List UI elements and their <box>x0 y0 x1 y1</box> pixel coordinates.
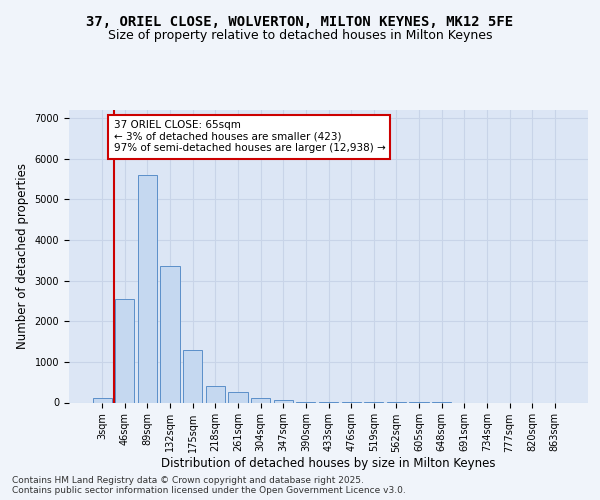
Text: 37 ORIEL CLOSE: 65sqm
← 3% of detached houses are smaller (423)
97% of semi-deta: 37 ORIEL CLOSE: 65sqm ← 3% of detached h… <box>113 120 385 154</box>
Y-axis label: Number of detached properties: Number of detached properties <box>16 163 29 349</box>
Bar <box>251 398 270 402</box>
Bar <box>92 398 112 402</box>
Bar <box>160 266 180 402</box>
Text: 37, ORIEL CLOSE, WOLVERTON, MILTON KEYNES, MK12 5FE: 37, ORIEL CLOSE, WOLVERTON, MILTON KEYNE… <box>86 16 514 30</box>
Bar <box>229 392 248 402</box>
Bar <box>138 175 157 402</box>
Bar <box>183 350 202 403</box>
Text: Size of property relative to detached houses in Milton Keynes: Size of property relative to detached ho… <box>108 30 492 43</box>
Text: Contains HM Land Registry data © Crown copyright and database right 2025.
Contai: Contains HM Land Registry data © Crown c… <box>12 476 406 495</box>
X-axis label: Distribution of detached houses by size in Milton Keynes: Distribution of detached houses by size … <box>161 458 496 470</box>
Bar <box>274 400 293 402</box>
Bar <box>206 386 225 402</box>
Bar <box>115 299 134 403</box>
